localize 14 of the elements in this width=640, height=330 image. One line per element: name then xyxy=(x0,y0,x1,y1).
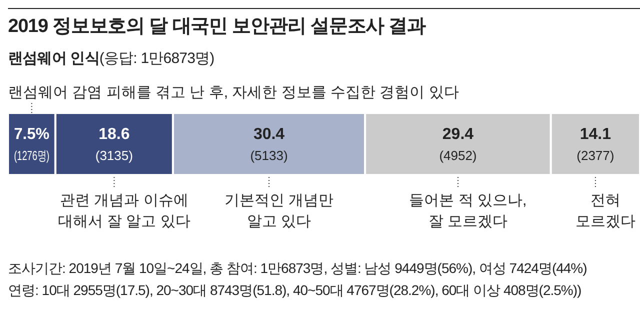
text: 조사기간: 2019년 7월 10일~24일, 총 참여: 1만6873명, 성별: 남성 9449명(56%), 여성 7424명(44%) xyxy=(8,259,588,278)
data-label: 29.4 (4952) xyxy=(439,126,477,163)
data-label: 14.1 (2377) xyxy=(576,126,614,163)
data-label: 30.4 (5133) xyxy=(250,126,288,163)
text: 연령: 10대 2955명(17.5), 20~30대 8743명(51.8), 40~50대 4767명(28.2%), 60대 이상 408명(2.5%)) xyxy=(8,281,582,300)
series-label: 전혀 모르겠다 xyxy=(575,192,636,230)
data-label: 18.6 (3135) xyxy=(95,126,133,163)
series-label: 관련 개념과 이슈에 대해서 잘 알고 있다 xyxy=(58,192,190,230)
series-label: 기본적인 개념만 알고 있다 xyxy=(224,192,334,230)
data-label: 7.5% (1276명) xyxy=(14,126,65,163)
chart-subtitle: 랜섬웨어 인식(응답: 1만6873명) xyxy=(8,50,214,67)
chart-title: 2019 정보보호의 달 대국민 보안관리 설문조사 결과 xyxy=(8,8,640,43)
series-label: 들어본 적 있으나, 잘 모르겠다 xyxy=(409,192,527,230)
series-label: 랜섬웨어 감염 피해를 겪고 난 후, 자세한 정보를 수집한 경험이 있다 xyxy=(8,84,459,101)
